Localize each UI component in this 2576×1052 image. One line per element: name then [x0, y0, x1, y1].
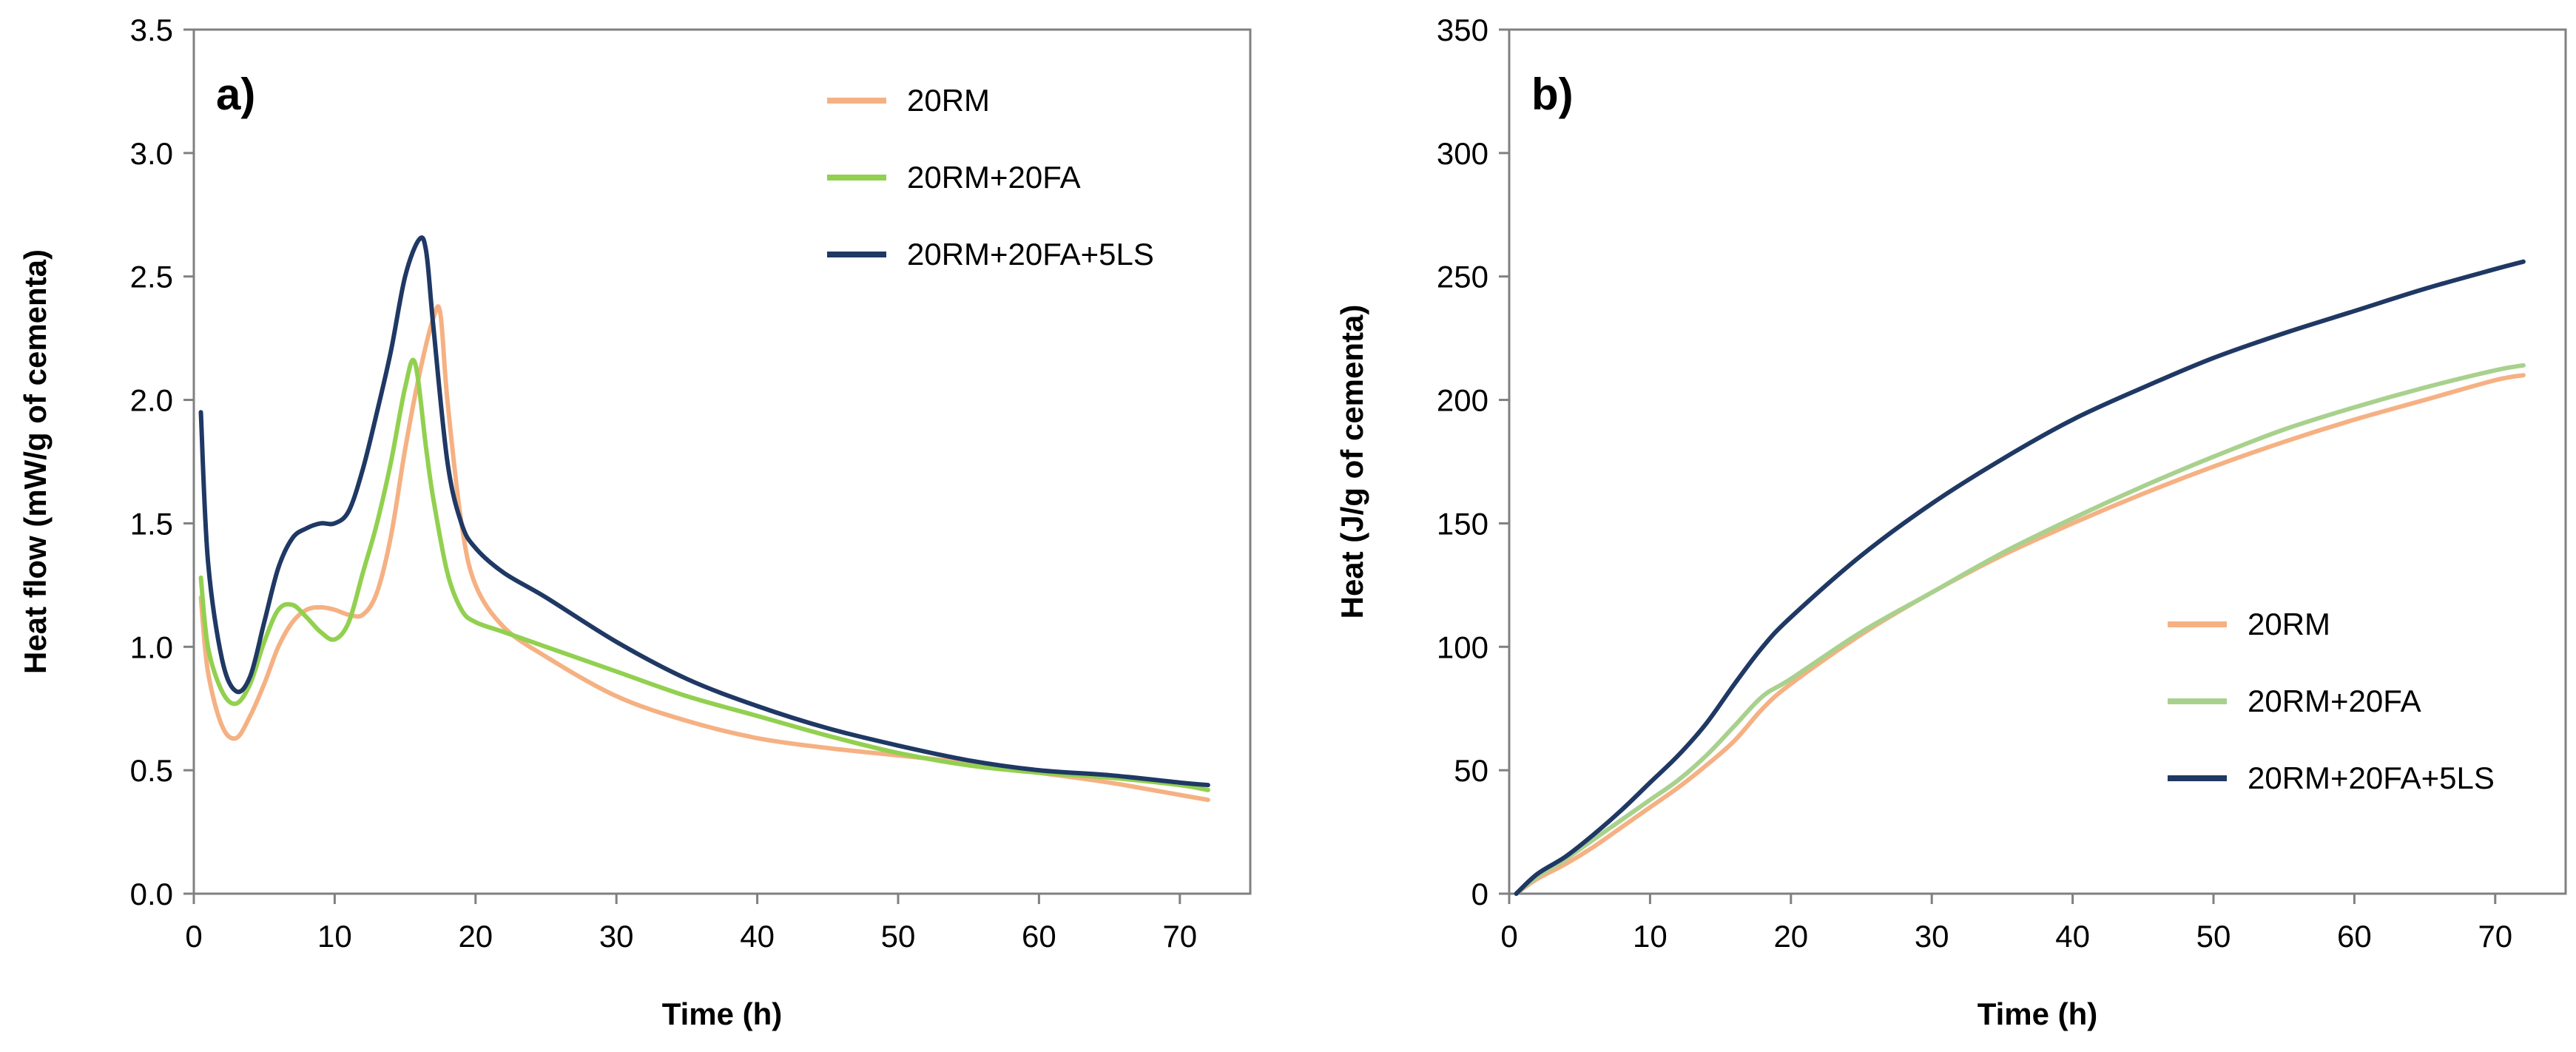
y-tick-label: 2.0 — [130, 383, 173, 418]
series-line-20rm-20fa — [1514, 363, 2526, 896]
legend-label: 20RM+20FA+5LS — [907, 237, 1154, 272]
series-line-20rm-20fa-5ls — [1514, 259, 2526, 896]
series-line-20rm-20fa-5ls — [198, 235, 1210, 788]
y-tick-label: 250 — [1437, 260, 1488, 294]
x-axis-title: Time (h) — [1977, 997, 2098, 1031]
x-axis-title: Time (h) — [662, 997, 783, 1031]
plot-area-a — [192, 28, 1252, 895]
x-tick-label: 60 — [1022, 919, 1056, 954]
y-tick-label: 100 — [1437, 630, 1488, 664]
x-tick-label: 20 — [1773, 919, 1808, 954]
plot-area-b — [1508, 28, 2567, 895]
x-tick-label: 20 — [458, 919, 493, 954]
y-tick-label: 2.5 — [130, 260, 173, 294]
y-axis-title: Heat (J/g of cementa) — [1335, 305, 1369, 619]
x-tick-label: 50 — [2196, 919, 2231, 954]
y-tick-label: 200 — [1437, 383, 1488, 418]
y-tick-label: 0.5 — [130, 753, 173, 788]
x-tick-label: 10 — [1633, 919, 1668, 954]
y-tick-label: 300 — [1437, 136, 1488, 171]
x-tick-label: 10 — [317, 919, 352, 954]
x-tick-label: 0 — [185, 919, 202, 954]
panel-label: a) — [216, 70, 255, 119]
legend-label: 20RM+20FA+5LS — [2248, 761, 2495, 795]
legend-label: 20RM+20FA — [907, 160, 1081, 195]
x-tick-label: 60 — [2337, 919, 2372, 954]
legend-label: 20RM+20FA — [2248, 684, 2421, 718]
y-tick-label: 3.0 — [130, 136, 173, 171]
x-tick-label: 40 — [2055, 919, 2090, 954]
y-tick-label: 350 — [1437, 13, 1488, 47]
legend-label: 20RM — [2248, 607, 2330, 641]
chart-panel-a: 0.0 0.5 1.0 1.5 2.0 2.5 3.0 3.5 0 10 20 30 40 50 60 70 T… — [18, 13, 1252, 1031]
y-tick-label: 0 — [1471, 877, 1488, 911]
y-tick-label: 1.5 — [130, 506, 173, 541]
series-line-20rm — [1514, 373, 2526, 896]
x-tick-label: 0 — [1500, 919, 1517, 954]
x-tick-label: 40 — [740, 919, 775, 954]
series-line-20rm-20fa — [198, 357, 1210, 792]
x-tick-label: 70 — [2478, 919, 2512, 954]
x-tick-label: 30 — [1915, 919, 1949, 954]
y-tick-label: 3.5 — [130, 13, 173, 47]
y-axis-title: Heat flow (mW/g of cementa) — [18, 249, 53, 674]
x-tick-label: 30 — [599, 919, 634, 954]
legend-label: 20RM — [907, 83, 990, 118]
series-line-20rm — [198, 304, 1210, 803]
y-tick-label: 150 — [1437, 506, 1488, 541]
y-tick-label: 50 — [1454, 753, 1488, 788]
chart-panel-b: 0 50 100 150 200 250 300 350 0 10 20 30 40 50 60 70 Time… — [1335, 13, 2567, 1031]
y-tick-label: 1.0 — [130, 630, 173, 664]
panel-label: b) — [1531, 70, 1574, 119]
y-tick-label: 0.0 — [130, 877, 173, 911]
x-tick-label: 70 — [1162, 919, 1197, 954]
x-tick-label: 50 — [881, 919, 916, 954]
